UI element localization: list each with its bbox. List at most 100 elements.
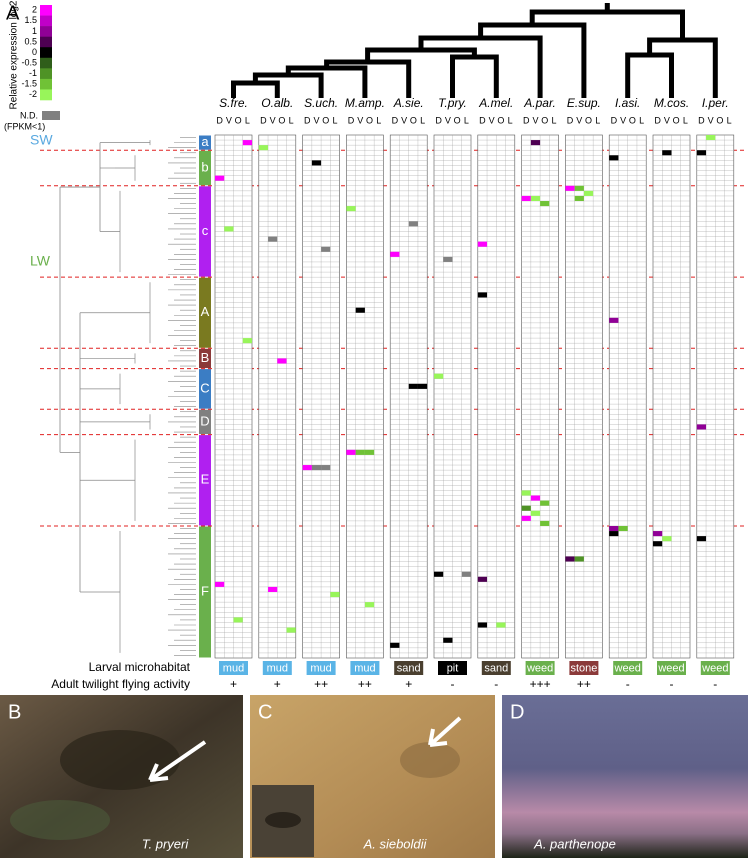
cluster-bar: [199, 150, 211, 186]
habitat-label: sand: [397, 662, 421, 674]
nd-swatch: [42, 111, 60, 120]
heatmap-cell: [443, 256, 453, 262]
photo-detail: [60, 730, 180, 790]
colorbar-swatch: [40, 68, 52, 80]
heatmap-cell: [277, 358, 287, 364]
species-name: S.fre.: [219, 96, 248, 110]
species-name: A.mel.: [478, 96, 513, 110]
species-name: I.per.: [702, 96, 729, 110]
heatmap-cell: [233, 617, 243, 623]
heatmap-cell: [286, 627, 296, 633]
colorbar-title: Relative expression log2: [9, 0, 20, 109]
arrow: [148, 740, 207, 782]
heatmap-cell: [618, 525, 628, 532]
subcolumn-label: D: [392, 115, 399, 125]
subcolumn-label: V: [576, 115, 582, 125]
subcolumn-label: L: [683, 115, 688, 125]
heatmap-cell: [583, 190, 594, 196]
cluster-label: F: [201, 583, 209, 598]
heatmap-cell: [268, 236, 278, 242]
heatmap-cell: [696, 424, 707, 430]
arrow: [428, 716, 462, 747]
heatmap-cell: [477, 241, 488, 247]
species-tree: [231, 3, 718, 98]
subcolumn-label: D: [304, 115, 311, 125]
heatmap-cell: [311, 160, 322, 166]
habitat-label: mud: [267, 662, 288, 674]
colorbar-tick-label: 1: [32, 26, 37, 36]
habitat-tag: [657, 661, 686, 675]
habitat-label: weed: [526, 662, 553, 674]
subcolumn-label: L: [639, 115, 644, 125]
subcolumn-label: O: [322, 115, 329, 125]
subcolumn-label: O: [235, 115, 242, 125]
heatmap-cell: [434, 571, 444, 577]
heatmap-cell: [242, 338, 252, 344]
subcolumn-label: L: [508, 115, 513, 125]
habitat-label: weed: [614, 662, 641, 674]
habitat-tag: [481, 661, 511, 675]
heatmap-cell: [565, 556, 575, 562]
heatmap-cell: [215, 581, 225, 587]
habitat-label: mud: [354, 662, 375, 674]
cluster-label: b: [201, 159, 208, 174]
heatmap-cell: [609, 531, 619, 537]
subcolumn-label: V: [620, 115, 626, 125]
colorbar-swatch: [40, 47, 52, 59]
cluster-bar: [199, 277, 211, 348]
species-name: A.par.: [523, 96, 556, 110]
colorbar-tick-label: 0: [32, 47, 37, 57]
heatmap-cell: [355, 449, 365, 455]
subcolumn-label: O: [673, 115, 680, 125]
habitat-tag: [700, 661, 730, 675]
heatmap-cell: [662, 536, 672, 542]
heatmap-cell: [706, 135, 716, 141]
activity-label: -: [494, 677, 498, 691]
heatmap-cell: [461, 571, 471, 577]
subcolumn-label: D: [567, 115, 574, 125]
heatmap-cell: [609, 317, 619, 323]
colorbar-tick-label: -0.5: [21, 57, 37, 67]
habitat-tag: [350, 661, 380, 675]
subcolumn-label: D: [260, 115, 267, 125]
heatmap-cell: [321, 465, 331, 471]
subcolumn-label: D: [654, 115, 661, 125]
colorbar-swatch: [40, 36, 52, 48]
cluster-bar: [199, 409, 211, 435]
subcolumn-label: V: [401, 115, 407, 125]
habitat-label: stone: [570, 662, 597, 674]
subcolumn-label: V: [664, 115, 670, 125]
heatmap-cell: [477, 622, 488, 628]
subcolumn-label: V: [489, 115, 495, 125]
heatmap-cell: [540, 201, 550, 207]
heatmap-cell: [540, 500, 550, 506]
cluster-bar: [199, 186, 211, 277]
subcolumn-label: L: [245, 115, 250, 125]
photo-caption: A. sieboldii: [363, 836, 428, 851]
dendrogram-branch: [130, 282, 151, 344]
heatmap-cell: [521, 195, 531, 202]
photo-d: [502, 695, 748, 858]
colorbar-swatch: [40, 5, 52, 16]
subcolumn-label: D: [611, 115, 618, 125]
heatmap-cell: [609, 155, 619, 161]
heatmap-cell: [268, 586, 278, 592]
cluster-label: a: [201, 134, 209, 149]
subcolumn-label: O: [454, 115, 461, 125]
subcolumn-label: V: [313, 115, 319, 125]
habitat-label: weed: [701, 662, 728, 674]
species-name: M.cos.: [654, 96, 689, 110]
habitat-label: mud: [310, 662, 331, 674]
heatmap-cell: [321, 246, 331, 252]
subcolumn-label: L: [289, 115, 294, 125]
subcolumn-label: O: [716, 115, 723, 125]
subcolumn-label: V: [708, 115, 714, 125]
heatmap-cell: [224, 226, 234, 232]
heatmap-cell: [530, 140, 541, 146]
activity-label: ++: [577, 677, 591, 691]
species-name: O.alb.: [261, 96, 293, 110]
activity-label: +: [405, 677, 412, 691]
dendrogram-branch: [115, 353, 136, 364]
subcolumn-label: D: [435, 115, 442, 125]
